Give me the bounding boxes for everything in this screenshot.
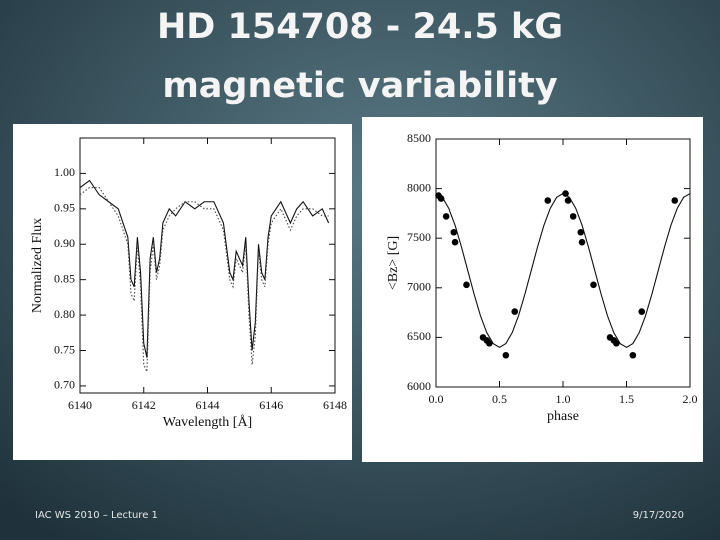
data-point [451,238,459,246]
data-point [562,190,569,197]
y-tick-label: 0.70 [54,378,75,392]
slide-title: magnetic variability [162,66,558,106]
data-point [486,340,493,347]
data-point [564,197,572,204]
data-point [511,308,519,315]
y-tick-label: 0.90 [54,236,75,250]
y-tick-label: 7000 [407,280,431,294]
x-tick-label: 6140 [68,398,92,412]
y-tick-label: 8000 [407,180,431,194]
y-tick-label: 0.95 [54,201,75,215]
data-point [463,281,470,289]
data-point [629,351,637,359]
y-tick-label: 6500 [407,329,431,343]
x-tick-label: 6148 [323,398,347,412]
data-point [578,238,586,246]
x-tick-label: 2.0 [683,392,698,406]
y-tick-label: 1.00 [54,165,75,179]
data-point [442,213,450,220]
y-tick-label: 0.80 [54,307,75,321]
chart-panel [13,124,352,460]
x-axis-label: phase [547,409,579,424]
x-tick-label: 0.5 [492,392,507,406]
data-point [613,340,620,347]
y-axis-label: Normalized Flux [30,218,45,313]
footer-right: 9/17/2020 [633,510,684,521]
x-tick-label: 6144 [196,398,220,412]
data-point [577,228,585,236]
y-tick-label: 8500 [407,131,431,145]
y-tick-label: 6000 [407,379,431,393]
x-tick-label: 1.0 [556,392,571,406]
chart-panel [362,117,703,462]
x-axis-label: Wavelength [Å] [163,414,252,430]
x-tick-label: 6146 [259,398,283,412]
y-tick-label: 0.75 [54,342,75,356]
data-point [569,213,577,220]
data-point [502,351,510,359]
data-point [671,197,679,204]
data-point [544,197,552,204]
data-point [590,281,597,289]
x-tick-label: 0.0 [429,392,444,406]
y-tick-label: 7500 [407,230,431,244]
y-tick-label: 0.85 [54,271,75,285]
y-axis-label: <Bz> [G] [386,236,401,290]
footer-left: IAC WS 2010 – Lecture 1 [35,510,158,521]
spectrum-line [79,179,330,358]
slide-title: HD 154708 - 24.5 kG [157,7,563,47]
data-point [437,195,445,202]
data-point [638,308,646,315]
spectrum-line [79,187,329,372]
data-point [450,228,458,236]
x-tick-label: 6142 [132,398,156,412]
x-tick-label: 1.5 [619,392,634,406]
